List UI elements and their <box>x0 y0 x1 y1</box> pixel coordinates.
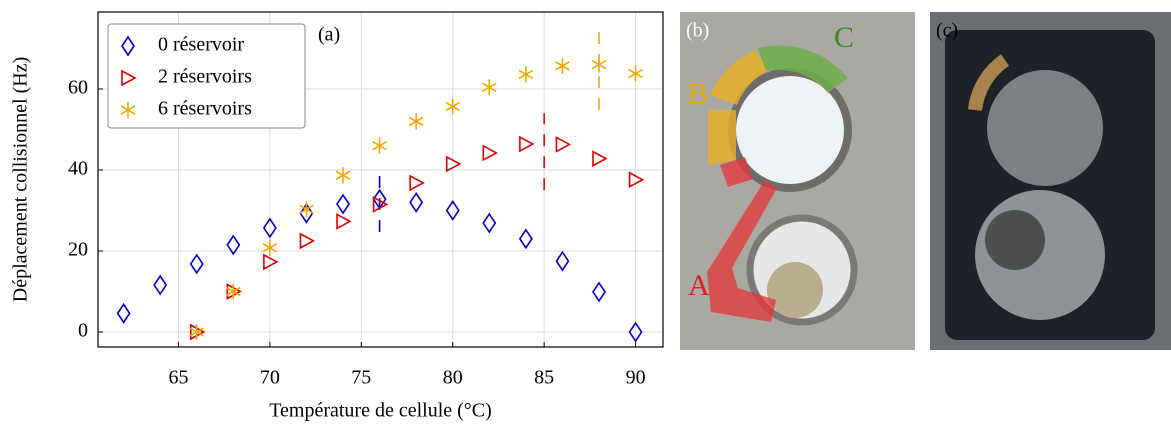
annotation-c: C <box>834 21 854 54</box>
legend-label: 6 réservoirs <box>158 98 252 120</box>
data-point <box>225 283 241 300</box>
y-tick-label: 60 <box>68 77 88 99</box>
data-point <box>116 302 131 324</box>
photo-c-hole <box>987 70 1103 186</box>
legend-label: 0 réservoir <box>158 34 244 56</box>
data-point <box>299 232 316 250</box>
region-a <box>720 157 753 187</box>
data-point <box>299 201 314 218</box>
data-point <box>299 202 314 224</box>
photo-c-electrodes <box>968 54 1010 112</box>
data-point <box>591 56 607 73</box>
region-b <box>708 110 736 165</box>
data-point <box>518 66 534 83</box>
photo-c-sample <box>985 210 1045 270</box>
photo-label: (b) <box>686 20 709 42</box>
y-tick-label: 0 <box>78 320 88 342</box>
y-tick-label: 40 <box>68 158 88 180</box>
data-point <box>555 57 570 74</box>
data-point <box>336 213 352 230</box>
data-point <box>263 253 279 271</box>
panel-label: (a) <box>318 24 340 46</box>
data-point <box>628 65 643 82</box>
x-tick-label: 80 <box>443 367 463 389</box>
data-point <box>189 324 205 341</box>
data-point <box>592 150 608 167</box>
data-point <box>445 200 460 221</box>
data-point <box>335 167 351 184</box>
annotation-b: B <box>688 77 708 110</box>
data-point <box>445 155 462 173</box>
region-c <box>758 45 848 93</box>
photo-label: (c) <box>936 20 958 42</box>
x-tick-label: 85 <box>534 367 554 389</box>
x-tick-label: 90 <box>626 367 646 389</box>
data-point <box>555 250 570 272</box>
y-tick-label: 20 <box>68 239 88 261</box>
x-tick-label: 65 <box>168 367 188 389</box>
data-point <box>519 135 535 153</box>
legend-label: 2 réservoirs <box>158 66 252 88</box>
data-point <box>409 191 424 213</box>
photos: (b) A B C (c) <box>680 12 1171 350</box>
data-point <box>372 137 387 154</box>
data-point <box>153 274 168 296</box>
y-axis-label: Déplacement collisionnel (Hz) <box>10 57 32 302</box>
data-point <box>481 79 497 96</box>
data-point <box>409 174 425 192</box>
data-point <box>408 113 424 130</box>
data-point <box>226 234 241 256</box>
region-a <box>707 180 777 322</box>
legend-box <box>107 23 306 129</box>
data-point <box>628 321 643 343</box>
x-tick-label: 70 <box>260 367 280 389</box>
x-axis-label: Température de cellule (°C) <box>269 400 492 422</box>
legend-marker <box>121 69 137 87</box>
photo-b-sample <box>767 262 823 318</box>
data-point <box>628 171 645 189</box>
annotation-a: A <box>688 269 710 302</box>
data-point <box>189 253 204 275</box>
data-point <box>445 98 461 115</box>
data-point <box>336 193 350 215</box>
data-point <box>482 212 497 234</box>
data-point <box>555 136 572 153</box>
data-point <box>592 281 606 303</box>
data-point <box>262 239 278 256</box>
data-point <box>262 217 277 239</box>
data-point <box>372 196 389 213</box>
region-b <box>710 50 769 105</box>
data-point <box>482 144 498 162</box>
plot-frame <box>97 11 664 348</box>
data-point <box>518 228 533 250</box>
legend-marker <box>120 102 136 118</box>
legend-marker <box>121 35 135 57</box>
x-tick-label: 75 <box>351 367 371 389</box>
